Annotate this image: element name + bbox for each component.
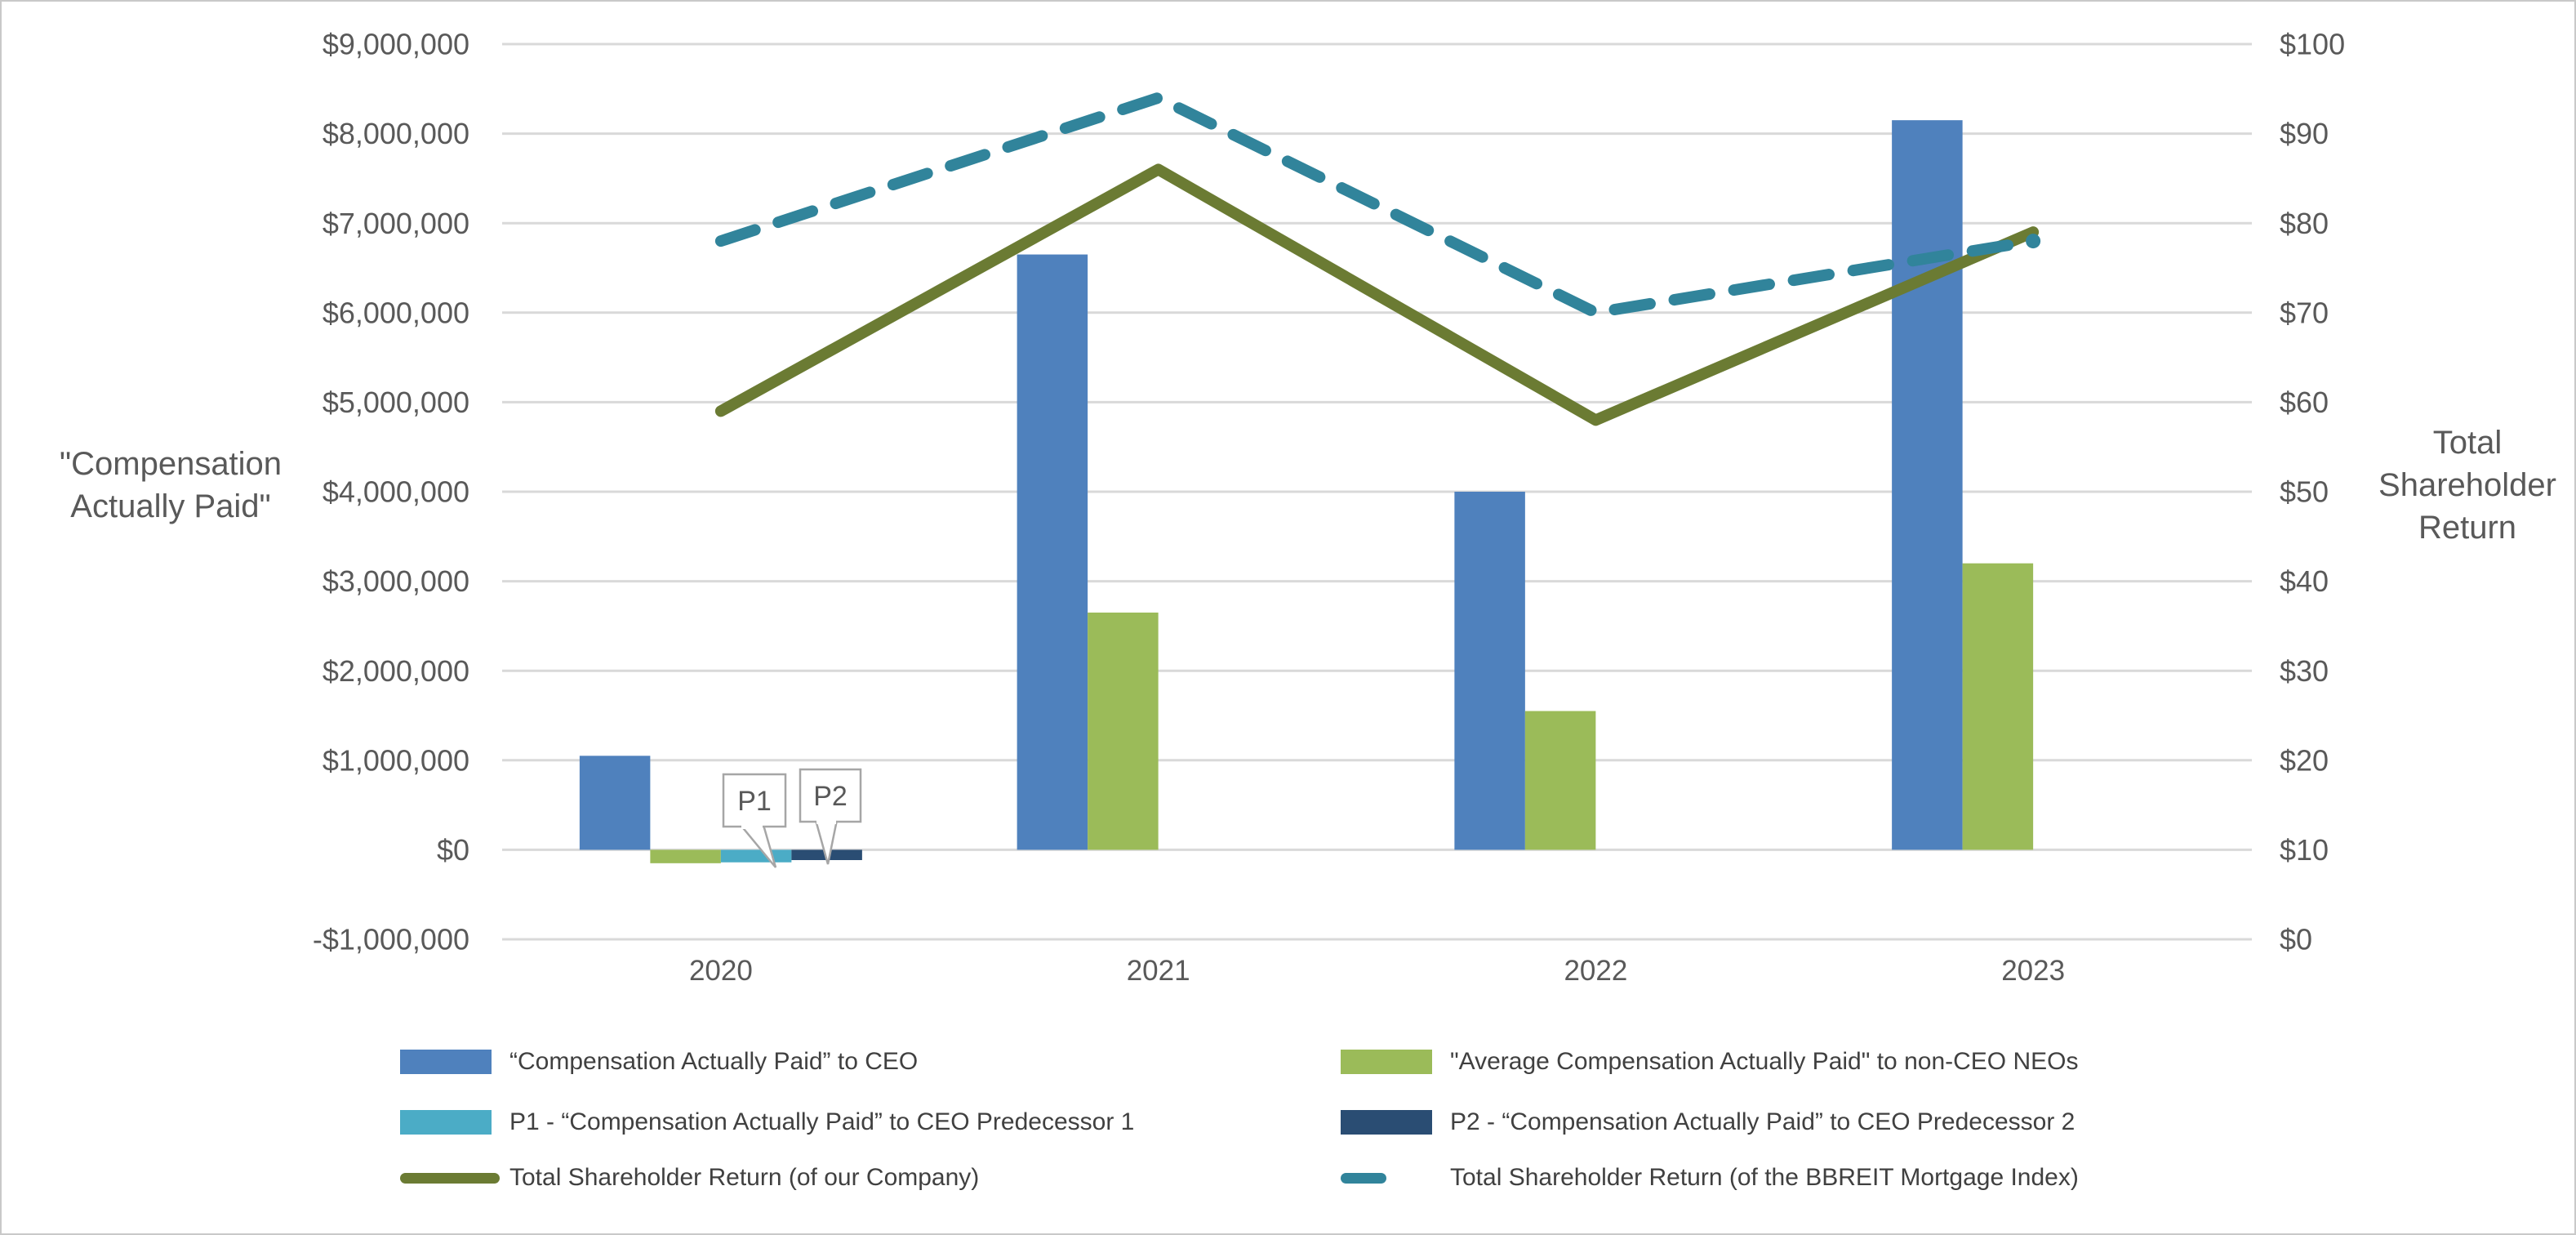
left-axis-tick: $8,000,000	[323, 117, 469, 150]
left-axis-tick: $1,000,000	[323, 743, 469, 777]
right-axis-tick: $40	[2280, 564, 2329, 598]
legend-label-cap-neos: "Average Compensation Actually Paid" to …	[1450, 1048, 2079, 1075]
legend-swatch-tsr-index	[1341, 1172, 1386, 1184]
callout-box-P1	[722, 773, 787, 828]
bar-series1-2021	[1088, 612, 1159, 850]
left-axis-tick: $3,000,000	[323, 564, 469, 598]
right-axis-title: Total Shareholder Return	[2378, 425, 2556, 546]
bar-series0-2023	[1892, 120, 1963, 850]
callout-label-P2: P2	[813, 781, 848, 812]
callout-gap-P2	[816, 820, 836, 824]
x-axis-label-2020: 2020	[689, 955, 753, 987]
legend-item-cap-predecessor1: P1 - “Compensation Actually Paid” to CEO…	[400, 1105, 1134, 1139]
legend-swatch-cap-neos	[1341, 1050, 1432, 1074]
callout-gap-P1	[741, 825, 763, 829]
bar-series0-2021	[1017, 254, 1088, 850]
legend-label-tsr-company: Total Shareholder Return (of our Company…	[509, 1164, 980, 1191]
left-axis-tick: $9,000,000	[323, 28, 469, 61]
x-axis-label-2021: 2021	[1127, 955, 1190, 987]
left-axis-tick: $4,000,000	[323, 475, 469, 509]
right-axis-tick: $70	[2280, 296, 2329, 329]
left-axis-tick: $6,000,000	[323, 296, 469, 329]
legend-swatch-cap-ceo	[400, 1050, 492, 1074]
legend-item-cap-ceo: “Compensation Actually Paid” to CEO	[400, 1045, 918, 1079]
legend-item-tsr-company: Total Shareholder Return (of our Company…	[400, 1161, 979, 1195]
right-axis-tick: $0	[2280, 923, 2312, 956]
tsr-line-index	[714, 91, 2040, 319]
left-axis-tick: $0	[437, 833, 469, 867]
legend-swatch-cap-predecessor1	[400, 1110, 492, 1135]
bar-series1-2020	[650, 849, 721, 863]
bar-series0-2022	[1454, 492, 1525, 850]
left-axis-tick: $2,000,000	[323, 654, 469, 688]
right-axis-tick: $80	[2280, 207, 2329, 240]
bar-series1-2023	[1962, 563, 2034, 850]
right-axis-tick: $60	[2280, 386, 2329, 419]
tsr-line-company	[714, 163, 2040, 426]
tsr-index-end-dot	[2026, 234, 2041, 249]
right-axis-tick: $50	[2280, 475, 2329, 509]
callout-label-P1: P1	[737, 786, 772, 817]
legend-label-tsr-index: Total Shareholder Return (of the BBREIT …	[1450, 1164, 2079, 1191]
right-axis-tick: $20	[2280, 743, 2329, 777]
bar-series1-2022	[1524, 711, 1596, 850]
legend-item-cap-predecessor2: P2 - “Compensation Actually Paid” to CEO…	[1341, 1105, 2075, 1139]
legend-label-cap-predecessor2: P2 - “Compensation Actually Paid” to CEO…	[1450, 1108, 2075, 1135]
left-axis-title: "Compensation Actually Paid"	[59, 446, 283, 524]
legend-label-cap-predecessor1: P1 - “Compensation Actually Paid” to CEO…	[509, 1108, 1135, 1135]
legend-item-cap-neos: "Average Compensation Actually Paid" to …	[1341, 1045, 2078, 1079]
x-axis-label-2022: 2022	[1564, 955, 1627, 987]
left-axis-tick: $7,000,000	[323, 207, 469, 240]
legend-swatch-cap-predecessor2	[1341, 1110, 1432, 1135]
left-axis-tick: $5,000,000	[323, 386, 469, 419]
right-axis-tick: $10	[2280, 833, 2329, 867]
right-axis-tick: $100	[2280, 28, 2345, 61]
left-axis-tick: -$1,000,000	[313, 923, 469, 956]
bar-series2-2020	[720, 849, 792, 863]
legend-label-cap-ceo: “Compensation Actually Paid” to CEO	[509, 1048, 919, 1075]
right-axis-tick: $30	[2280, 654, 2329, 688]
legend-item-tsr-index: Total Shareholder Return (of the BBREIT …	[1341, 1161, 2079, 1195]
right-axis-tick: $90	[2280, 117, 2329, 150]
bar-series0-2020	[579, 756, 651, 850]
x-axis-label-2023: 2023	[2001, 955, 2065, 987]
legend-swatch-tsr-company	[400, 1172, 500, 1184]
